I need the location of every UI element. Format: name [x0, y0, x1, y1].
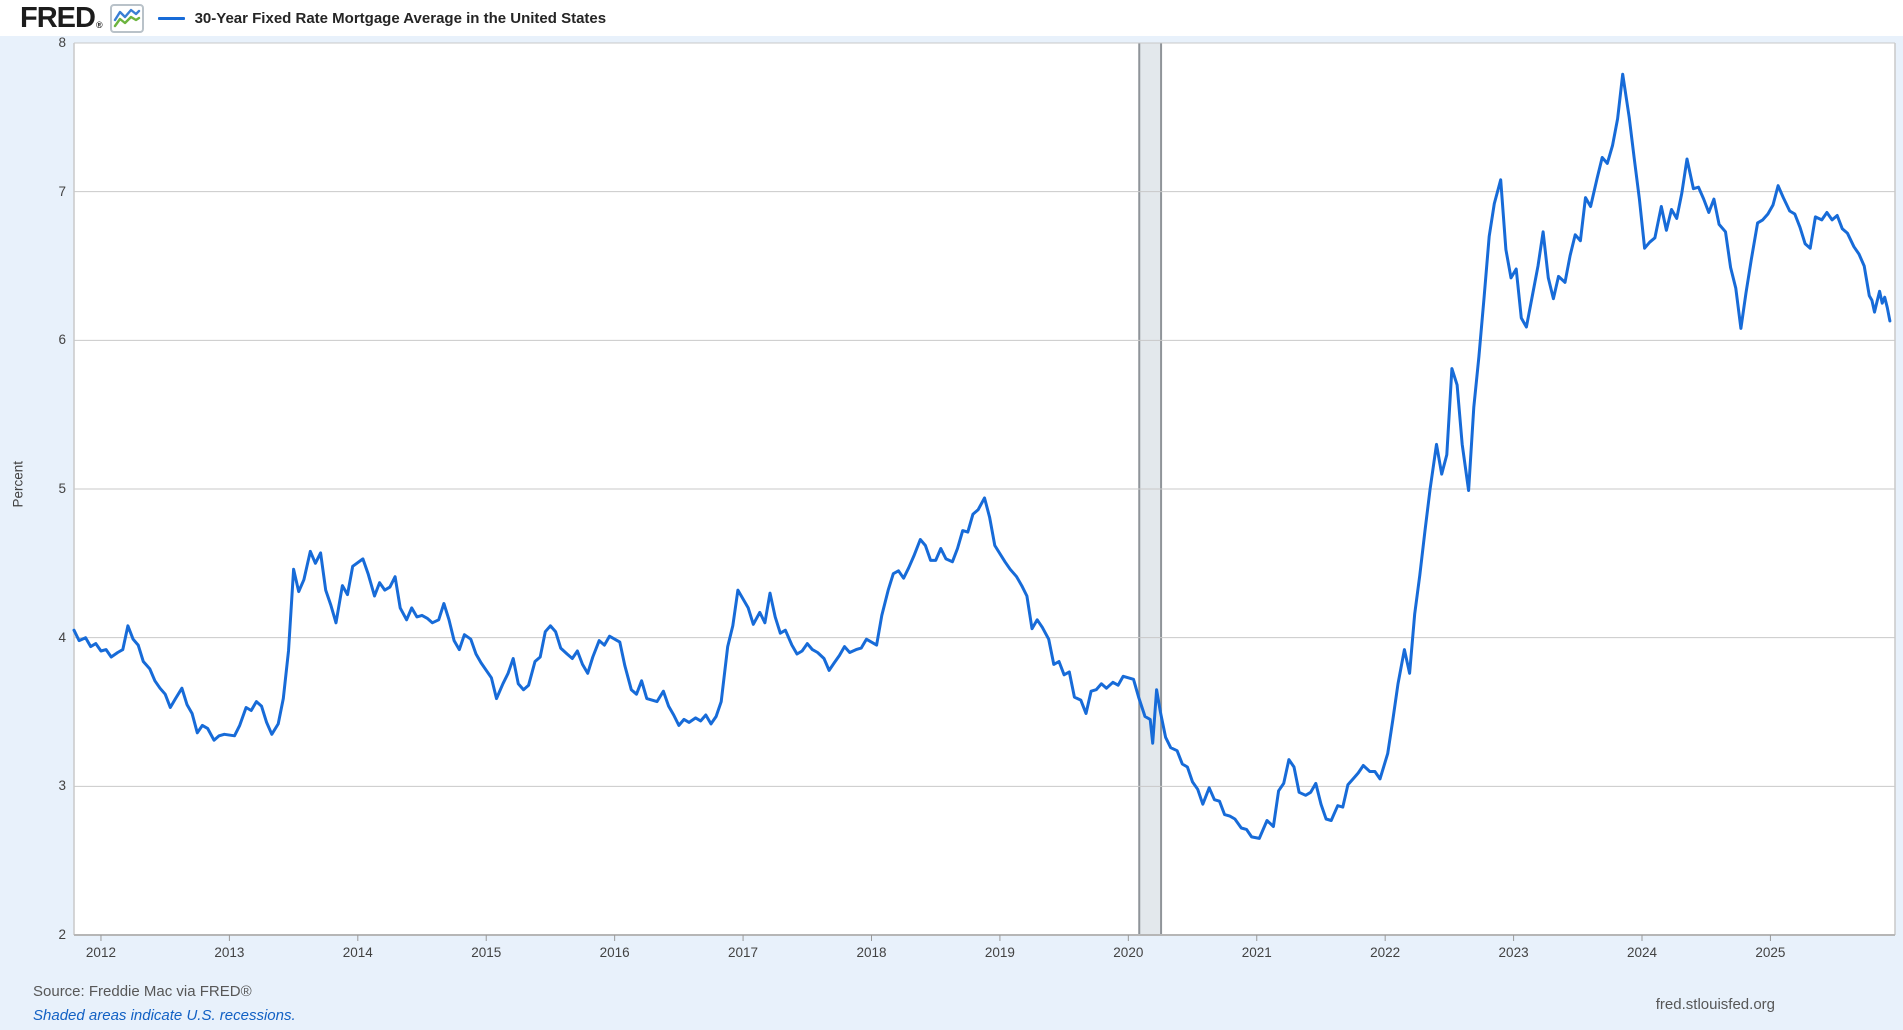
x-tick-label-2016: 2016: [599, 945, 630, 960]
axis-tick-layer: [100, 935, 1771, 941]
fred-chart-icon-graphic: [113, 8, 140, 28]
recession-note-link[interactable]: Shaded areas indicate U.S. recessions.: [33, 1007, 296, 1024]
registered-trademark: ®: [95, 19, 103, 30]
y-tick-label-5: 5: [58, 481, 66, 496]
series-legend-swatch: [157, 16, 185, 20]
x-tick-label-2014: 2014: [342, 945, 373, 960]
y-tick-label-2: 2: [58, 927, 66, 942]
fred-logo[interactable]: FRED ®: [20, 1, 103, 34]
x-tick-label-2013: 2013: [214, 945, 245, 960]
chart-title: 30-Year Fixed Rate Mortgage Average in t…: [194, 9, 607, 27]
fred-chart-icon: [109, 3, 144, 33]
y-tick-label-3: 3: [58, 778, 66, 794]
y-tick-label-6: 6: [58, 332, 66, 348]
x-tick-label-2017: 2017: [728, 945, 759, 960]
x-tick-label-2018: 2018: [856, 945, 887, 960]
x-tick-label-2024: 2024: [1626, 945, 1658, 960]
x-tick-label-2020: 2020: [1113, 945, 1144, 960]
fred-watermark: fred.stlouisfed.org: [1655, 996, 1775, 1013]
chart-header: FRED ® 30-Year Fixed Rate Mortgage Avera…: [0, 0, 1903, 36]
fred-logo-text: FRED: [20, 1, 96, 34]
y-tick-label-8: 8: [58, 35, 66, 50]
x-tick-label-2021: 2021: [1241, 945, 1272, 960]
x-tick-label-2019: 2019: [984, 945, 1015, 960]
x-tick-label-2015: 2015: [471, 945, 502, 960]
mortgage-rate-series-line: [72, 72, 1892, 840]
y-tick-label-4: 4: [58, 629, 66, 645]
gridline-layer: [73, 42, 1896, 936]
chart-plot-svg[interactable]: [0, 36, 1903, 1030]
x-tick-label-2025: 2025: [1755, 945, 1786, 960]
y-tick-label-7: 7: [58, 183, 66, 199]
x-tick-label-2023: 2023: [1498, 945, 1529, 960]
source-attribution: Source: Freddie Mac via FRED®: [33, 983, 252, 1000]
x-tick-label-2022: 2022: [1370, 945, 1401, 960]
x-tick-label-2012: 2012: [85, 945, 116, 960]
